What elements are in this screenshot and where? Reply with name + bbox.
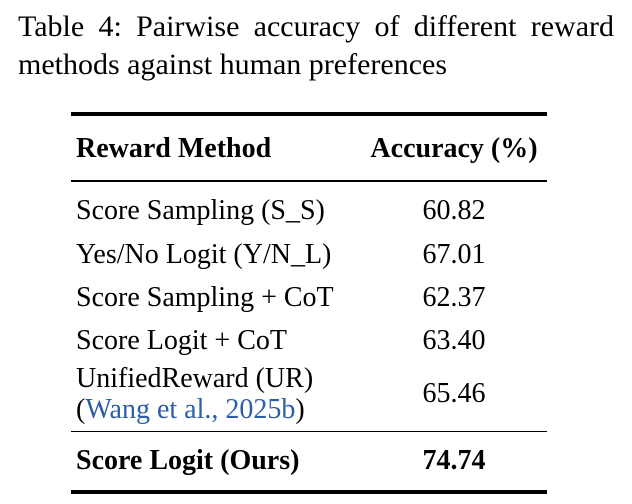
table-caption: Table 4: Pairwise accuracy of different … xyxy=(18,8,614,84)
citation-close-paren: ) xyxy=(295,393,305,425)
table-row: Score Sampling + CoT 62.37 xyxy=(71,277,547,320)
method-cell: Score Sampling (S_S) xyxy=(76,194,325,226)
method-name: UnifiedReward (UR) xyxy=(76,362,314,394)
bottom-rule xyxy=(71,490,547,494)
method-cell: UnifiedReward (UR) (Wang et al., 2025b) xyxy=(71,363,361,431)
header-reward-method: Reward Method xyxy=(76,133,272,164)
method-cell: Score Logit (Ours) xyxy=(76,445,300,476)
table-row: Yes/No Logit (Y/N_L) 67.01 xyxy=(71,234,547,277)
method-citation-line: (Wang et al., 2025b) xyxy=(76,394,361,425)
results-table: Reward Method Accuracy (%) Score Samplin… xyxy=(71,112,547,494)
mid-rule xyxy=(71,430,547,432)
header-row: Reward Method Accuracy (%) xyxy=(71,116,547,180)
accuracy-cell: 65.46 xyxy=(422,377,486,409)
caption-text: Pairwise accuracy of different reward me… xyxy=(18,10,614,81)
accuracy-cell: 74.74 xyxy=(422,445,486,476)
header-accuracy: Accuracy (%) xyxy=(370,133,538,164)
table-row: Score Sampling (S_S) 60.82 xyxy=(71,182,547,234)
header-rule xyxy=(71,180,547,182)
citation-open-paren: ( xyxy=(76,393,86,425)
accuracy-cell: 62.37 xyxy=(422,282,486,313)
accuracy-cell: 67.01 xyxy=(422,239,486,270)
highlight-row: Score Logit (Ours) 74.74 xyxy=(71,432,547,490)
caption-label: Table 4: xyxy=(18,10,122,43)
citation-link[interactable]: Wang et al., 2025b xyxy=(85,393,296,425)
method-cell: Yes/No Logit (Y/N_L) xyxy=(76,239,332,270)
method-cell: Score Sampling + CoT xyxy=(76,282,334,313)
method-cell: Score Logit + CoT xyxy=(76,325,287,356)
table-row: UnifiedReward (UR) (Wang et al., 2025b) … xyxy=(71,363,547,431)
accuracy-cell: 63.40 xyxy=(422,325,486,356)
accuracy-cell: 60.82 xyxy=(422,194,486,226)
table-row: Score Logit + CoT 63.40 xyxy=(71,320,547,363)
top-rule xyxy=(71,112,547,116)
